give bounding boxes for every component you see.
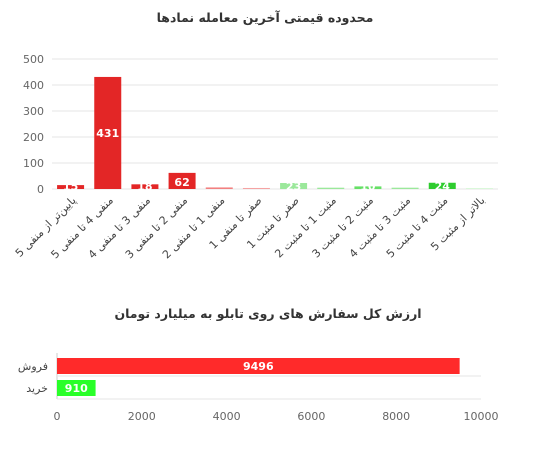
chart1-data-label: 23 — [286, 180, 301, 193]
chart1-bar — [205, 187, 233, 189]
chart1-bar — [131, 184, 159, 189]
chart2-data-label: 9496 — [243, 360, 274, 373]
chart1-data-label: 10 — [360, 180, 376, 193]
chart1-bar — [168, 172, 196, 189]
chart2-xtick-label: 4000 — [213, 410, 241, 423]
chart1-bar — [242, 187, 270, 189]
chart1-data-label: 24 — [435, 180, 451, 193]
chart1-data-label: 15 — [63, 180, 78, 193]
chart2-title: ارزش کل سفارش های روی تابلو به میلیارد ت… — [114, 306, 421, 321]
chart1-bar — [280, 183, 308, 189]
chart1-ytick-label: 200 — [23, 131, 44, 144]
chart1-bar — [391, 187, 419, 189]
chart1-data-label: 18 — [137, 180, 152, 193]
chart2-bar — [57, 358, 460, 374]
chart2-category-label: خرید — [26, 382, 48, 395]
chart1-title: محدوده قیمتی آخرین معامله نمادها — [157, 10, 374, 25]
chart1-ytick-label: 500 — [23, 53, 44, 66]
chart2-xtick-label: 10000 — [464, 410, 499, 423]
chart2-xtick-label: 8000 — [382, 410, 410, 423]
chart1-ytick-label: 100 — [23, 157, 44, 170]
chart1-ytick-label: 400 — [23, 79, 44, 92]
chart1-data-label: 431 — [96, 127, 119, 140]
chart2-bar — [57, 380, 96, 396]
chart1-bar — [428, 182, 456, 189]
chart1-bar — [354, 186, 382, 189]
chart2-data-label: 910 — [65, 382, 88, 395]
chart2-category-label: فروش — [18, 360, 48, 373]
chart2-xtick-label: 0 — [54, 410, 61, 423]
chart1-bar — [57, 185, 85, 189]
chart1-bar — [465, 188, 493, 189]
order-value-chart: 0 2000 4000 6000 8000 10000 فروش 9496 خرید 910 — [18, 353, 499, 423]
chart1-bar — [317, 187, 345, 189]
chart1-ytick-label: 300 — [23, 105, 44, 118]
chart2-xtick-label: 6000 — [297, 410, 325, 423]
chart1-bar — [94, 76, 122, 189]
chart2-xtick-label: 2000 — [128, 410, 156, 423]
chart1-data-label: 62 — [174, 176, 189, 189]
chart1-ytick-label: 0 — [37, 183, 44, 196]
